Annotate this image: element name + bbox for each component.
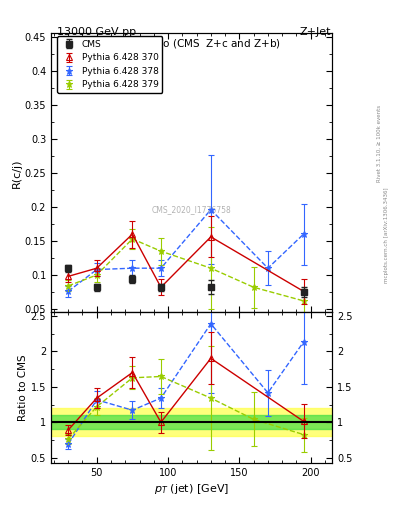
Bar <box>51 415 332 430</box>
Text: Jet $p_T$ ratio (CMS  Z+c and Z+b): Jet $p_T$ ratio (CMS Z+c and Z+b) <box>113 37 281 52</box>
Text: mcplots.cern.ch [arXiv:1306.3436]: mcplots.cern.ch [arXiv:1306.3436] <box>384 188 389 283</box>
Y-axis label: R(c/j): R(c/j) <box>12 158 22 187</box>
X-axis label: $p_T$ (jet) [GeV]: $p_T$ (jet) [GeV] <box>154 482 229 497</box>
Text: Rivet 3.1.10, ≥ 100k events: Rivet 3.1.10, ≥ 100k events <box>377 105 382 182</box>
Text: CMS_2020_I1776758: CMS_2020_I1776758 <box>152 205 231 214</box>
Text: Z+Jet: Z+Jet <box>300 27 331 37</box>
Bar <box>51 408 332 436</box>
Text: 13000 GeV pp: 13000 GeV pp <box>57 27 136 37</box>
Legend: CMS, Pythia 6.428 370, Pythia 6.428 378, Pythia 6.428 379: CMS, Pythia 6.428 370, Pythia 6.428 378,… <box>57 36 162 93</box>
Y-axis label: Ratio to CMS: Ratio to CMS <box>18 355 28 421</box>
